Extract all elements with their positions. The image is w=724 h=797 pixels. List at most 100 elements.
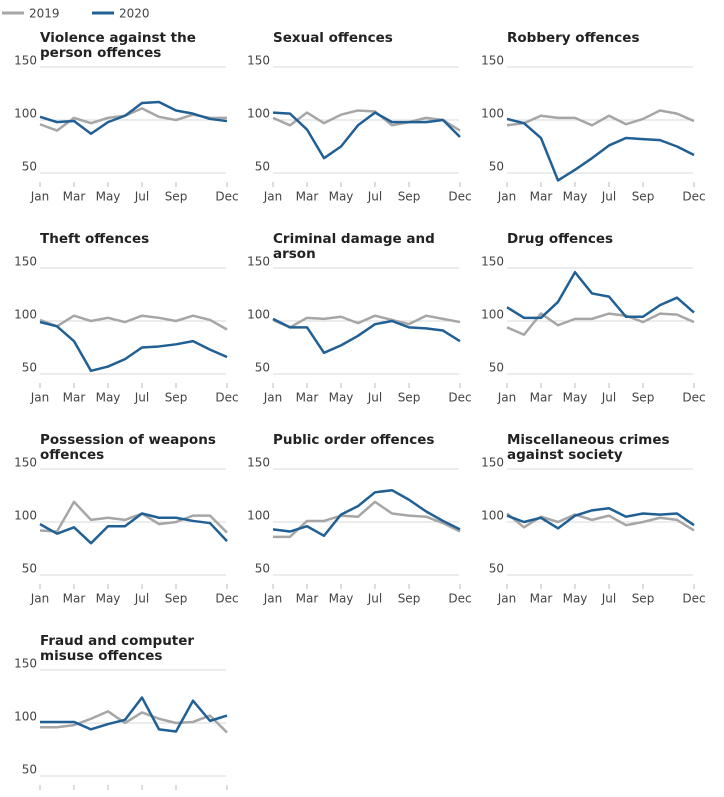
y-tick-label: 50 [255, 361, 270, 375]
x-tick-label: Mar [530, 592, 553, 606]
series-line [272, 488, 461, 538]
panel-title: Robbery offences [507, 30, 640, 46]
x-tick-label: Sep [632, 190, 655, 204]
series-line [506, 506, 695, 530]
y-tick-label: 150 [481, 456, 504, 470]
x-tick-label: Dec [448, 190, 471, 204]
x-tick-label: Jan [497, 391, 517, 405]
x-tick-label: May [563, 592, 588, 606]
panel-title: Public order offences [273, 432, 435, 448]
y-tick-label: 150 [14, 54, 37, 68]
y-tick-label: 50 [489, 160, 504, 174]
y-tick-label: 50 [22, 361, 37, 375]
y-tick-label: 100 [14, 710, 37, 724]
y-tick-label: 100 [481, 308, 504, 322]
y-tick-label: 50 [22, 160, 37, 174]
series-line [39, 100, 228, 136]
y-tick-label: 150 [481, 54, 504, 68]
y-tick-label: 150 [247, 456, 270, 470]
y-tick-label: 150 [14, 255, 37, 269]
x-tick-label: May [96, 391, 121, 405]
y-tick-label: 100 [14, 107, 37, 121]
y-tick-label: 150 [247, 255, 270, 269]
y-tick-label: 50 [255, 160, 270, 174]
x-tick-label: Jul [601, 391, 616, 405]
series-line [272, 111, 461, 160]
x-tick-label: Jan [30, 391, 50, 405]
x-tick-label: Sep [632, 391, 655, 405]
x-tick-label: Jan [263, 391, 283, 405]
legend-label: 2020 [119, 7, 150, 21]
series-line [39, 500, 228, 534]
panel-title: Sexual offences [273, 30, 393, 46]
x-tick-label: Sep [165, 190, 188, 204]
series-line [40, 696, 228, 733]
x-tick-label: Jan [30, 592, 50, 606]
x-tick-label: Jul [134, 592, 149, 606]
y-tick-label: 150 [481, 255, 504, 269]
x-tick-label: Mar [296, 592, 319, 606]
series-line [40, 710, 228, 734]
series-line [272, 317, 461, 355]
series-line [506, 270, 695, 320]
x-tick-label: Sep [165, 592, 188, 606]
y-tick-label: 100 [481, 107, 504, 121]
panel-title: Possession of weapons offences [40, 432, 216, 463]
x-tick-label: Jul [134, 190, 149, 204]
y-tick-label: 100 [247, 107, 270, 121]
series-line [272, 314, 461, 329]
series-line [39, 512, 228, 545]
x-tick-label: Jul [601, 190, 616, 204]
y-tick-label: 150 [14, 456, 37, 470]
y-tick-label: 100 [247, 308, 270, 322]
y-tick-label: 50 [22, 763, 37, 777]
x-tick-label: May [329, 592, 354, 606]
series-line [272, 109, 461, 132]
y-tick-label: 150 [247, 54, 270, 68]
y-tick-label: 100 [14, 308, 37, 322]
x-tick-label: Mar [63, 592, 86, 606]
x-tick-label: May [563, 391, 588, 405]
x-tick-label: Jul [367, 391, 382, 405]
series-line [39, 107, 227, 132]
x-tick-label: Dec [215, 391, 238, 405]
x-tick-label: Sep [398, 391, 421, 405]
x-tick-label: Dec [215, 592, 238, 606]
panel-title: Theft offences [40, 231, 150, 247]
x-tick-label: Mar [63, 190, 86, 204]
x-tick-label: Dec [448, 592, 471, 606]
y-tick-label: 150 [14, 657, 37, 671]
x-tick-label: Jan [497, 190, 517, 204]
x-tick-label: Mar [63, 391, 86, 405]
x-tick-label: Jan [263, 190, 283, 204]
x-tick-label: Sep [398, 592, 421, 606]
x-tick-label: May [329, 190, 354, 204]
x-tick-label: May [563, 190, 588, 204]
x-tick-label: Jul [367, 592, 382, 606]
x-tick-label: Jan [263, 592, 283, 606]
y-tick-label: 50 [22, 562, 37, 576]
panel-title: Miscellaneous crimes against society [507, 432, 670, 463]
y-tick-label: 50 [489, 562, 504, 576]
series-line [273, 500, 461, 539]
panel-title: Drug offences [507, 231, 614, 247]
x-tick-label: Sep [165, 391, 188, 405]
x-tick-label: Dec [682, 190, 705, 204]
y-tick-label: 100 [247, 509, 270, 523]
series-line [506, 109, 695, 127]
x-tick-label: Mar [530, 190, 553, 204]
x-tick-label: Sep [398, 190, 421, 204]
x-tick-label: Mar [296, 190, 319, 204]
x-tick-label: Dec [682, 592, 705, 606]
y-tick-label: 100 [14, 509, 37, 523]
panel-title: Fraud and computer misuse offences [40, 633, 195, 664]
x-tick-label: May [329, 391, 354, 405]
y-tick-label: 50 [489, 361, 504, 375]
x-tick-label: Jan [30, 190, 50, 204]
x-tick-label: Jul [134, 391, 149, 405]
series-line [506, 117, 695, 182]
x-tick-label: Sep [632, 592, 655, 606]
y-tick-label: 50 [255, 562, 270, 576]
